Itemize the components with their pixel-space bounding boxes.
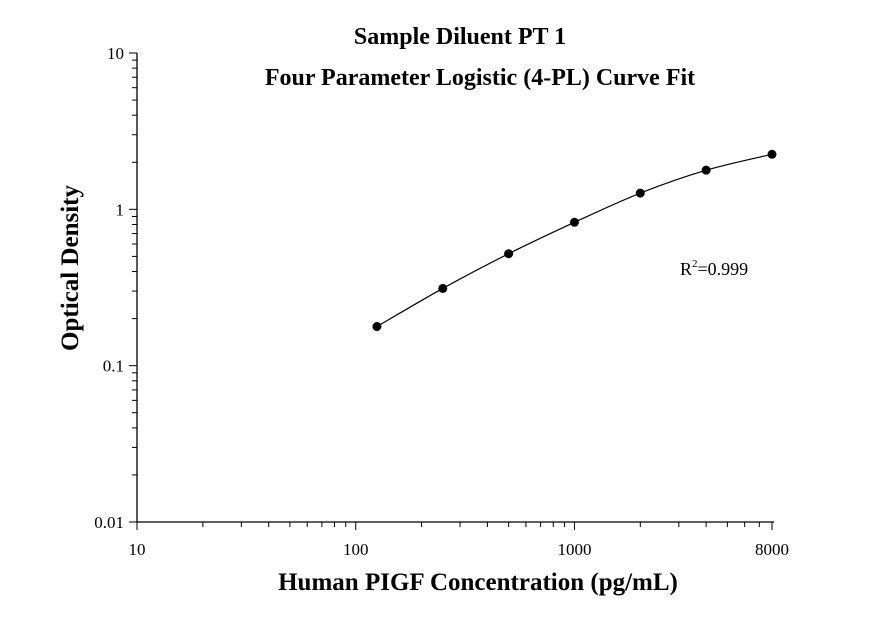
- data-point: [372, 322, 382, 332]
- x-axis-label: Human PIGF Concentration (pg/mL): [278, 569, 678, 596]
- chart-title: Sample Diluent PT 1: [354, 24, 566, 50]
- r-squared-base: R: [680, 259, 692, 279]
- y-tick-label: 0.01: [94, 513, 124, 532]
- r-squared-value: =0.999: [698, 259, 749, 279]
- x-tick-label: 8000: [755, 540, 789, 559]
- tick-labels: 10 100 1000 8000 10 1 0.1 0.01: [94, 44, 789, 559]
- y-tick-label: 10: [107, 44, 124, 63]
- y-tick-label: 0.1: [103, 357, 124, 376]
- r-squared-sup: 2: [692, 258, 698, 270]
- data-point: [767, 149, 777, 159]
- x-tick-label: 1000: [557, 540, 591, 559]
- x-tick-label: 10: [129, 540, 146, 559]
- data-point: [438, 283, 448, 293]
- y-axis-label: Optical Density: [57, 185, 84, 351]
- data-point: [504, 249, 514, 259]
- fit-curve: [376, 153, 773, 328]
- x-tick-label: 100: [343, 540, 369, 559]
- r-squared-annotation: R2=0.999: [680, 258, 748, 279]
- y-tick-label: 1: [116, 200, 125, 219]
- data-point: [701, 165, 711, 175]
- data-point: [635, 188, 645, 198]
- data-points: [372, 149, 777, 332]
- chart-subtitle: Four Parameter Logistic (4-PL) Curve Fit: [265, 65, 695, 91]
- axes: [129, 52, 774, 530]
- data-point: [569, 217, 579, 227]
